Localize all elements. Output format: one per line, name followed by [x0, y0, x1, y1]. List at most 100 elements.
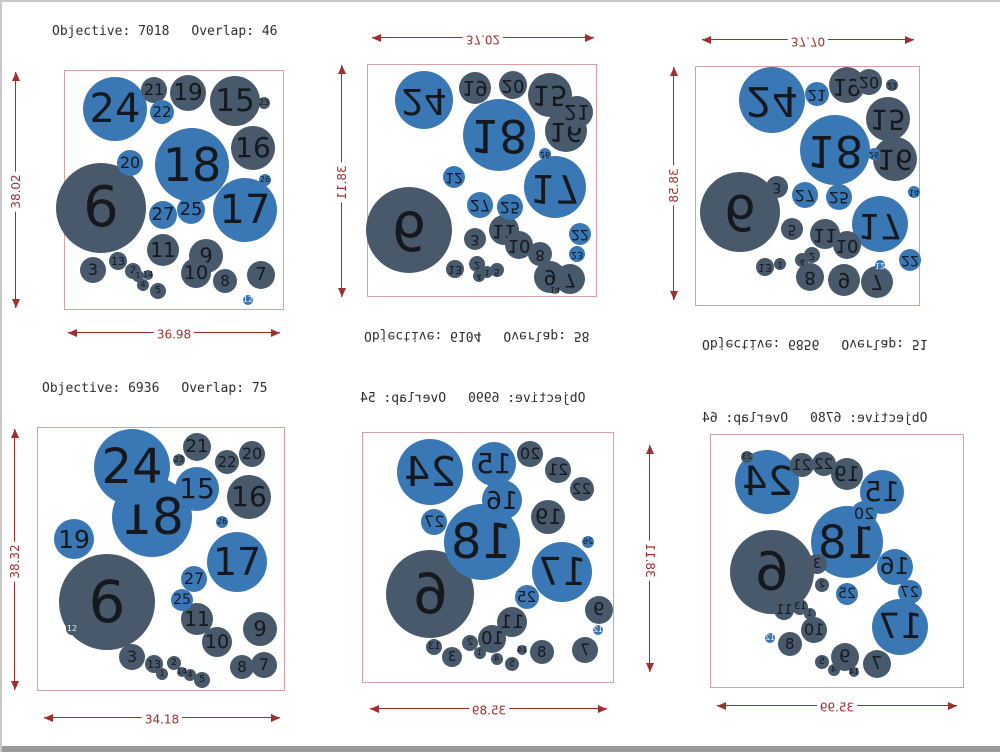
dim-text-wrap: 35.89: [468, 700, 509, 719]
circle-number: 13: [147, 657, 161, 671]
circle-20: 20: [499, 71, 527, 99]
circle-21: 21: [183, 433, 211, 461]
circle-number: 18: [470, 108, 528, 162]
height-dim-label: 38.11: [642, 539, 658, 581]
circle-number: 4: [187, 670, 193, 679]
panel-6-width-dim: 35.99: [717, 697, 957, 716]
circle-number: 20: [501, 75, 525, 96]
circle-number: 12: [874, 261, 886, 270]
circle-12: 12: [443, 166, 465, 188]
circle-number: 1: [477, 648, 483, 657]
circle-number: 1: [807, 609, 813, 618]
circle-number: 3: [772, 179, 782, 195]
circle-number: 5: [787, 221, 797, 237]
dim-arrow-down: [646, 663, 654, 672]
circle-number: 5: [198, 674, 206, 685]
circle-number: 1: [159, 669, 165, 678]
height-dim-label: 38.58: [666, 164, 682, 206]
circle-number: 4: [831, 665, 837, 674]
circle-25: 25: [171, 589, 193, 611]
circle-16: 16: [482, 480, 522, 520]
circle-number: 7: [579, 640, 591, 659]
circle-number: 12: [66, 624, 78, 633]
circle-4: 4: [184, 669, 196, 681]
circle-number: 6: [83, 175, 119, 240]
circle-number: 5: [154, 285, 162, 296]
circle-22: 22: [215, 450, 239, 474]
circle-number: 3: [447, 649, 457, 665]
panel-4-container-square: [37, 427, 285, 691]
circle-number: 6: [724, 183, 756, 241]
circle-number: 22: [217, 452, 237, 471]
panel-1-height-dim: 38.02: [7, 72, 25, 308]
circle-number: 12: [445, 169, 463, 185]
objective-label: Objective: 6990: [468, 391, 586, 406]
circle-number: 6: [391, 199, 427, 262]
panel-2-height-dim: 38.11: [333, 65, 351, 297]
dim-text-wrap: 36.98: [153, 324, 195, 343]
circle-14: 14: [908, 186, 920, 198]
circle-number: 3: [470, 231, 480, 247]
dim-arrow-up: [12, 72, 20, 81]
circle-number: 16: [486, 485, 518, 515]
circle-13: 13: [426, 639, 442, 655]
circle-24: 24: [395, 71, 453, 129]
circle-8: 8: [230, 655, 254, 679]
circle-19: 19: [531, 500, 565, 534]
circle-20: 20: [851, 501, 877, 527]
circle-number: 21: [143, 80, 165, 99]
circle-21: 21: [141, 77, 167, 103]
circle-3: 3: [766, 176, 788, 198]
overlap-label: Overlap: 46: [191, 24, 278, 39]
circle-22: 22: [812, 452, 836, 476]
circle-16: 16: [877, 549, 913, 585]
circle-14: 14: [517, 645, 527, 655]
circle-13: 13: [446, 260, 464, 278]
circle-5: 5: [815, 655, 829, 669]
circle-20: 20: [239, 441, 265, 467]
circle-8: 8: [778, 632, 802, 656]
circle-number: 8: [804, 267, 816, 288]
circle-27: 27: [467, 192, 493, 218]
circle-number: 1: [135, 271, 141, 280]
circle-number: 27: [900, 582, 920, 601]
width-dim-label: 35.99: [816, 699, 858, 716]
circle-number: 12: [242, 295, 254, 304]
circle-number: 10: [835, 235, 859, 256]
circle-number: 4: [494, 654, 500, 663]
circle-number: 3: [126, 647, 138, 666]
circle-number: 8: [535, 245, 545, 264]
circle-27: 27: [898, 580, 922, 604]
circle-22: 22: [899, 249, 921, 271]
circle-5: 5: [781, 218, 803, 240]
circle-number: 17: [877, 606, 923, 647]
circle-number: 4: [476, 272, 482, 281]
circle-25: 25: [836, 583, 858, 605]
circle-number: 9: [839, 646, 851, 667]
circle-5: 5: [490, 263, 504, 277]
circle-number: 4: [140, 280, 146, 289]
circle-number: 22: [152, 102, 172, 121]
overlap-label: Overlap: 54: [360, 391, 447, 406]
circle-12: 12: [593, 625, 603, 635]
dim-text-wrap: 38.11: [322, 162, 362, 203]
circle-number: 11: [150, 238, 176, 262]
circle-number: 17: [537, 550, 587, 594]
circle-number: 7: [258, 655, 270, 674]
circle-27: 27: [421, 509, 447, 535]
circle-number: 26: [582, 537, 594, 546]
circle-number: 27: [151, 204, 175, 225]
circle-number: 7: [870, 270, 884, 294]
circle-number: 23: [570, 249, 584, 260]
circle-19: 19: [170, 75, 206, 111]
circle-23: 23: [173, 454, 185, 466]
dim-text-wrap: 38.11: [630, 539, 670, 581]
circle-number: 8: [785, 634, 795, 653]
circle-number: 22: [901, 252, 919, 268]
circle-number: 13: [448, 262, 462, 276]
circle-number: 9: [593, 599, 605, 620]
dim-arrow-down: [670, 291, 678, 300]
circle-number: 8: [537, 642, 547, 661]
circle-4: 4: [795, 253, 809, 267]
circle-number: 10: [507, 235, 531, 256]
